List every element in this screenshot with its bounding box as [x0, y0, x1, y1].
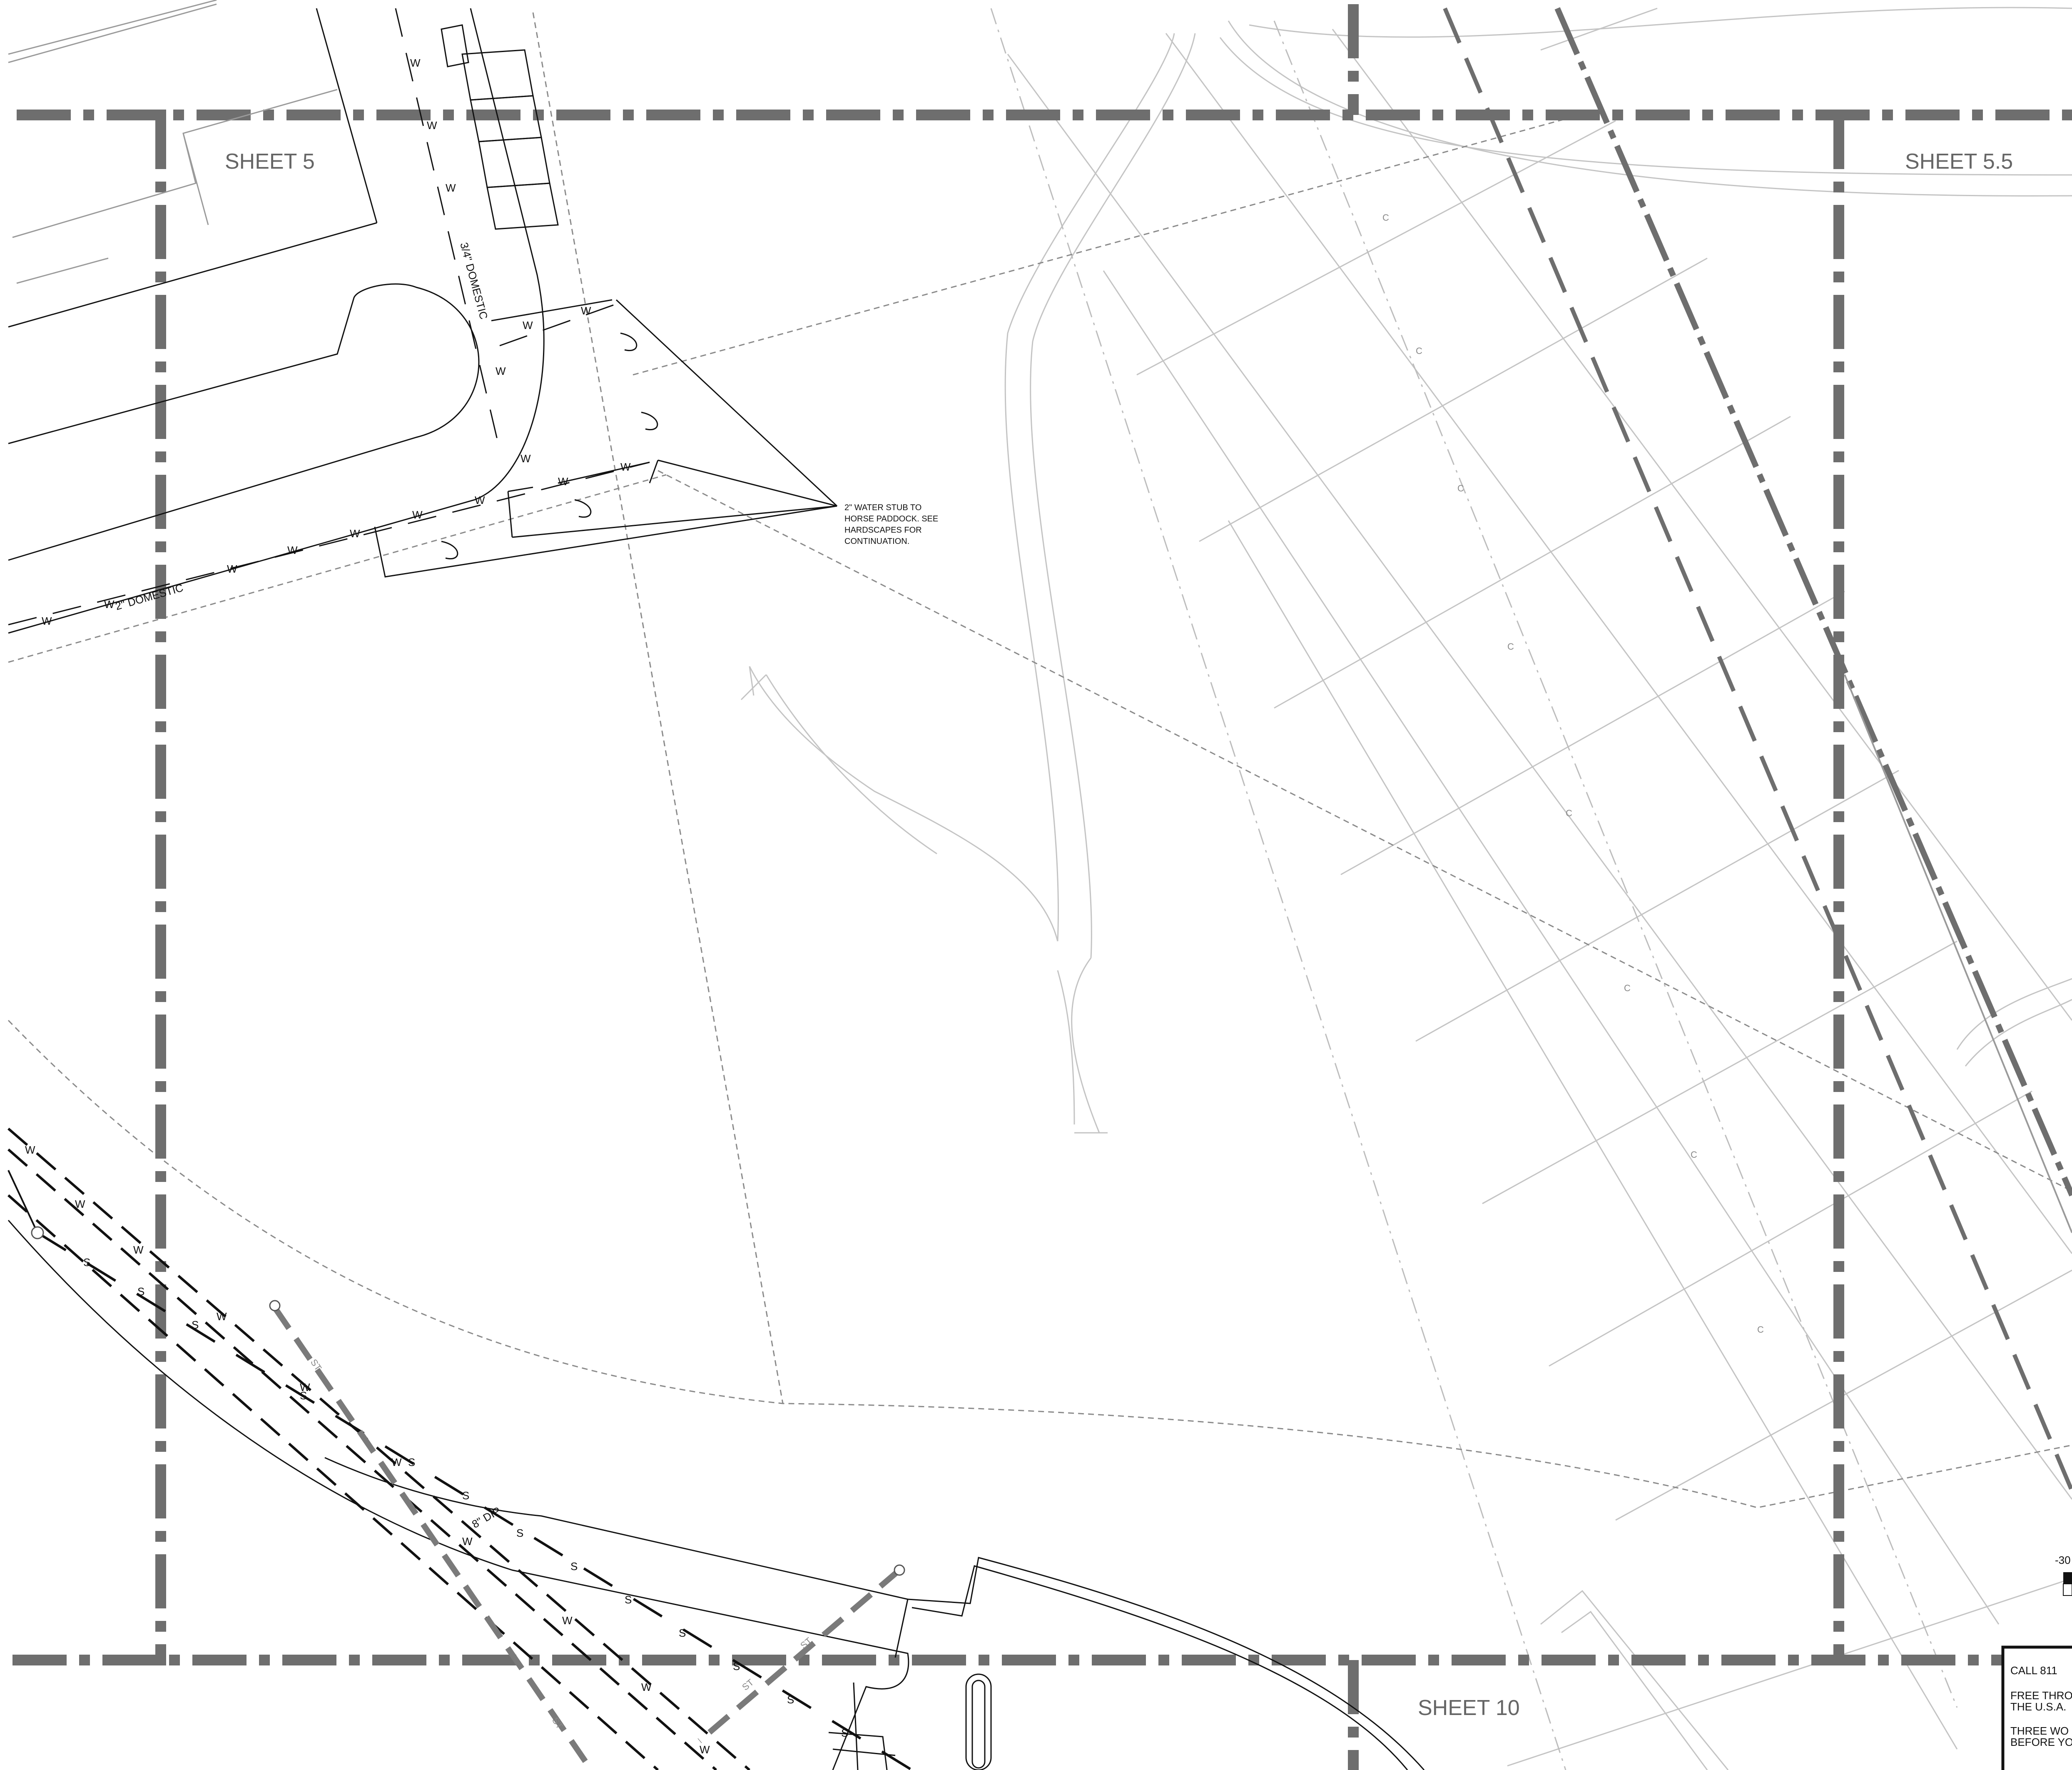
svg-text:S: S [83, 1256, 90, 1269]
water-labels: W W W W W W W W W W W W W W W W W W W W … [25, 57, 710, 1756]
svg-text:ST: ST [740, 1677, 756, 1693]
svg-text:C: C [1382, 212, 1389, 223]
svg-text:W: W [446, 182, 456, 194]
match-lines [12, 4, 2072, 1770]
callout-line-4: CONTINUATION. [844, 537, 909, 546]
svg-text:W: W [523, 319, 533, 332]
call-811-line-3a: THREE WO [2010, 1725, 2069, 1737]
svg-text:S: S [137, 1285, 144, 1298]
scale-bar: -30 [2055, 1554, 2072, 1596]
call-811-title: CALL 811 [2010, 1664, 2057, 1677]
svg-text:W: W [581, 304, 591, 317]
svg-text:W: W [462, 1535, 473, 1548]
svg-text:S: S [733, 1660, 740, 1673]
svg-text:S: S [516, 1527, 523, 1539]
svg-text:C: C [1566, 808, 1572, 818]
svg-text:W: W [350, 527, 360, 540]
svg-text:W: W [391, 1456, 402, 1468]
svg-text:S: S [570, 1560, 578, 1573]
svg-text:W: W [410, 57, 421, 69]
fence-lines [7, 12, 2072, 1508]
existing-structure [8, 0, 338, 284]
utility-corridor [7, 1127, 913, 1770]
svg-text:S: S [841, 1727, 848, 1739]
svg-text:ST: ST [309, 1357, 324, 1373]
sheet-label-bottom: SHEET 10 [1418, 1696, 1520, 1720]
callout-line-1: 2" WATER STUB TO [844, 503, 921, 512]
svg-text:W: W [496, 365, 506, 377]
svg-text:C: C [1624, 983, 1631, 993]
svg-text:S: S [192, 1319, 199, 1331]
svg-text:W: W [287, 544, 298, 556]
svg-text:W: W [217, 1310, 227, 1323]
fiber-labels: C C C C C C C C [1382, 212, 1764, 1335]
storm-lines [272, 1306, 902, 1770]
domestic-34-label: 3/4" DOMESTIC [458, 241, 490, 321]
svg-text:S: S [625, 1593, 632, 1606]
svg-text:W: W [475, 494, 485, 506]
match-line-corners [155, 110, 1844, 1665]
callout-line-2: HORSE PADDOCK. SEE [844, 514, 938, 524]
sheet-label-top-left: SHEET 5 [225, 150, 315, 174]
svg-text:W: W [700, 1743, 710, 1756]
svg-text:W: W [25, 1144, 35, 1156]
domestic-2-label: 2" DOMESTIC [114, 581, 184, 613]
call-811-line-3b: BEFORE YO [2010, 1736, 2072, 1748]
background-linework [740, 7, 2072, 1770]
property-lines [1443, 7, 2072, 1492]
call-811-box: CALL 811 FREE THRO THE U.S.A. THREE WO B… [2001, 1645, 2072, 1770]
svg-text:W: W [520, 452, 531, 465]
call-811-line-2b: THE U.S.A. [2010, 1700, 2066, 1713]
sheet-label-top-right: SHEET 5.5 [1905, 150, 2013, 174]
svg-text:S: S [679, 1627, 686, 1639]
svg-text:W: W [133, 1244, 144, 1256]
svg-text:S: S [787, 1693, 794, 1706]
svg-text:C: C [1757, 1324, 1764, 1335]
svg-text:W: W [558, 475, 568, 488]
water-stub-callout: 2" WATER STUB TO HORSE PADDOCK. SEE HARD… [844, 503, 938, 546]
storm-labels: ST ST ST ST [309, 1357, 814, 1731]
svg-text:C: C [1457, 483, 1464, 494]
svg-text:S: S [462, 1489, 469, 1502]
svg-text:W: W [620, 461, 631, 473]
callout-line-3: HARDSCAPES FOR [844, 526, 922, 535]
svg-text:W: W [75, 1198, 85, 1210]
svg-text:C: C [1507, 641, 1514, 652]
call-811-line-2a: FREE THRO [2010, 1689, 2072, 1702]
svg-text:W: W [412, 509, 423, 521]
water-lines [8, 8, 650, 626]
svg-text:W: W [427, 119, 437, 132]
site-linework [7, 8, 1425, 1770]
svg-text:S: S [408, 1456, 415, 1468]
svg-text:S: S [300, 1389, 307, 1402]
svg-text:W: W [227, 563, 237, 575]
storm-structures [31, 1226, 905, 1576]
svg-text:C: C [1691, 1149, 1697, 1160]
svg-text:W: W [562, 1614, 573, 1627]
svg-text:W: W [300, 1381, 310, 1394]
svg-text:W: W [104, 598, 115, 611]
svg-text:W: W [641, 1681, 652, 1693]
sewer-labels: S S S S S S S S S S S S S [83, 1256, 848, 1739]
svg-text:W: W [42, 615, 52, 627]
svg-text:C: C [1416, 346, 1422, 356]
scale-bar-label: -30 [2055, 1554, 2071, 1566]
